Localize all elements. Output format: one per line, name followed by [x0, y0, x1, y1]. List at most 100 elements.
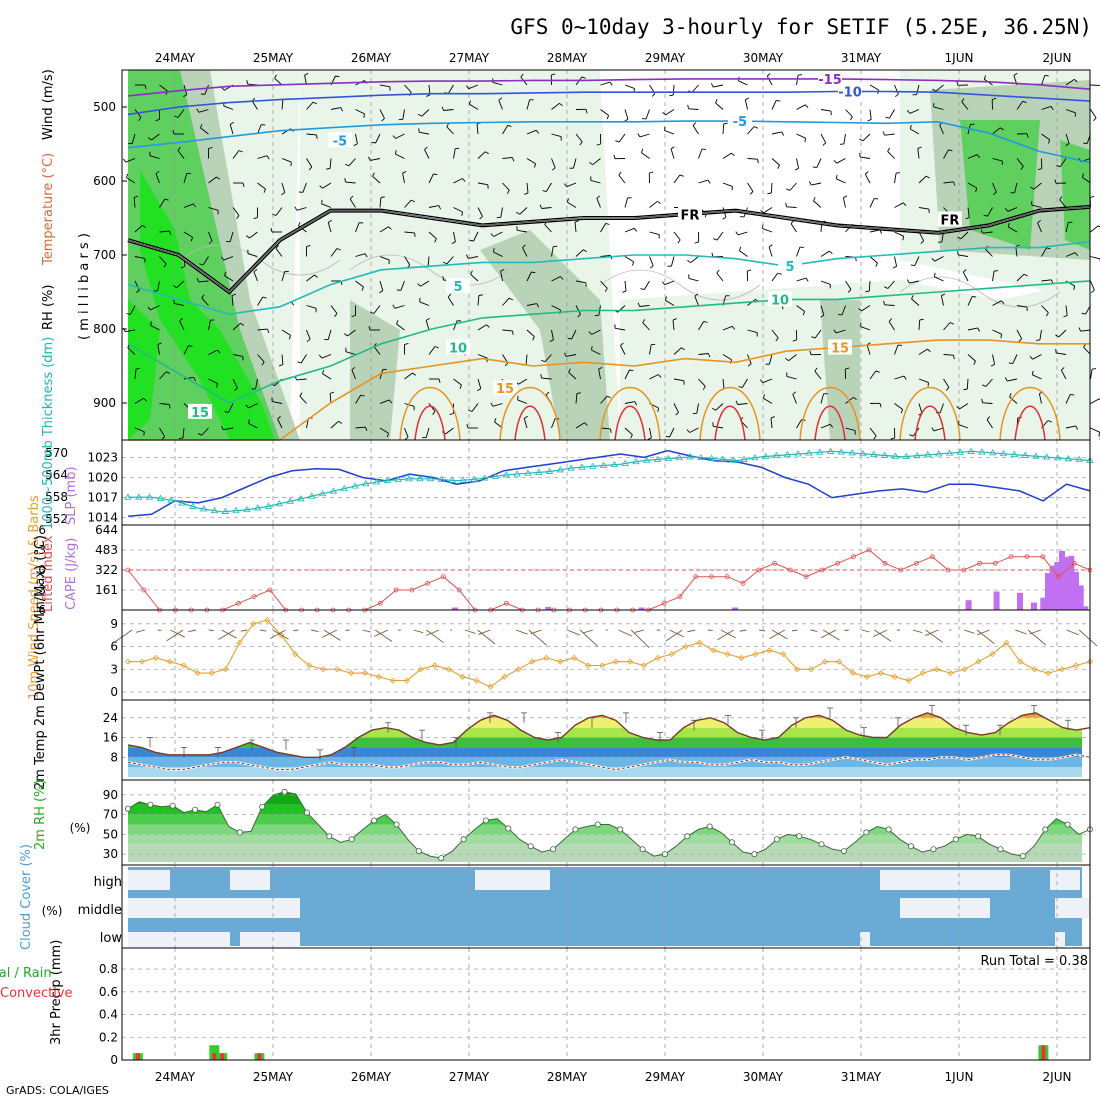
wind-barb-flag — [367, 156, 371, 161]
wind-barb-flag — [902, 236, 905, 241]
wind-barb-flag — [669, 94, 674, 97]
wind-barb-flag — [941, 293, 946, 297]
rh-marker — [192, 806, 199, 813]
wind-barb — [223, 256, 234, 261]
wind-barb — [321, 354, 332, 359]
wind-barb — [229, 231, 234, 242]
wind-barb-flag — [380, 196, 385, 198]
panel-10m-wind: 0 3 6 9 — [110, 609, 1098, 701]
wind-barb-flag — [633, 228, 638, 232]
wind-barb — [453, 320, 458, 331]
wind-barb — [183, 231, 193, 238]
wind-barb — [665, 109, 675, 116]
wind-barb — [836, 158, 846, 164]
wind-barb-flag — [379, 290, 384, 294]
wind-barb — [1016, 101, 1024, 110]
wind-barb — [526, 158, 536, 165]
surface-wind-barb — [259, 629, 267, 632]
wind-barb — [281, 271, 286, 282]
thickness-marker — [740, 455, 748, 462]
wind-barb — [958, 254, 969, 257]
wind-barb-flag — [583, 249, 587, 253]
wind-barb-flag — [1000, 334, 1003, 339]
ylabel-thickness: 1000~500mb Thickness (dm) — [41, 337, 56, 530]
wind-barb — [575, 280, 586, 284]
temperature-contour — [614, 405, 646, 441]
wind-barb-flag — [613, 154, 616, 159]
wind-barb — [624, 256, 634, 263]
temperature-contour — [914, 405, 946, 441]
surface-wind-barb — [791, 629, 798, 632]
wind-barb-flag — [647, 437, 652, 441]
wind-barb — [673, 231, 681, 241]
wind-barb — [255, 378, 258, 389]
rh-shading — [1060, 140, 1090, 250]
wind-barb-flag — [177, 147, 181, 151]
wind-barb — [355, 280, 364, 288]
wind-barb — [771, 272, 779, 282]
cloud-clear — [900, 898, 990, 918]
rh-band — [128, 824, 1082, 835]
bottom-date-label: 25MAY — [253, 1070, 294, 1084]
wind-barb-flag — [785, 202, 787, 207]
rh-band — [128, 834, 1082, 845]
wind-speed-marker — [459, 673, 466, 680]
surface-wind-barb — [293, 629, 299, 632]
temperature-contour — [699, 386, 761, 441]
wind-barb-flag — [692, 122, 697, 126]
li-marker — [377, 600, 383, 606]
wind-barb-flag — [640, 288, 645, 291]
temperature-contour — [499, 386, 561, 441]
wind-barb — [345, 181, 356, 184]
precip-conv-bar — [212, 1053, 217, 1060]
wind-barb — [698, 148, 703, 159]
wind-speed-marker — [710, 647, 717, 654]
wind-barb-flag — [351, 315, 356, 318]
wind-barb-flag — [581, 76, 586, 79]
contour-label-bg — [446, 339, 470, 355]
wind-barb — [231, 295, 234, 306]
wind-barb-flag — [738, 386, 743, 389]
wind-barb-flag — [749, 191, 754, 195]
wind-barb-flag — [649, 265, 654, 269]
wind-barb-flag — [884, 286, 889, 289]
wind-barb — [620, 345, 626, 355]
thickness-marker — [762, 452, 770, 459]
wind-barb-flag — [596, 195, 601, 199]
temp-band — [128, 727, 1082, 738]
rh-marker — [125, 805, 132, 812]
wind-barb — [404, 256, 411, 266]
contour-label: 15 — [831, 342, 849, 357]
wind-barb-flag — [757, 159, 759, 164]
temp-tick-label: 16 — [103, 731, 118, 745]
thickness-marker — [340, 484, 348, 492]
surface-wind-barb — [240, 629, 248, 632]
wind-barb-flag — [812, 166, 817, 169]
wind-barb — [355, 133, 358, 144]
wind-barb-flag — [442, 276, 444, 281]
temp-band — [128, 737, 1082, 748]
wind-barb — [551, 102, 560, 110]
thickness-marker — [978, 448, 986, 455]
wind-barb — [248, 403, 258, 409]
wind-barb — [688, 108, 699, 110]
wind-barb-flag — [577, 314, 581, 318]
wind-barb-flag — [591, 346, 593, 351]
thickness-marker — [254, 504, 262, 511]
thickness-marker — [1053, 454, 1062, 461]
wind-barb-flag — [504, 362, 509, 367]
wind-barb — [551, 276, 561, 282]
wind-barb — [770, 418, 773, 429]
wind-barb — [624, 227, 635, 233]
wind-barb-flag — [642, 319, 646, 323]
wind-barb-flag — [1000, 127, 1004, 131]
surface-wind-barb — [769, 629, 786, 640]
wind-barb-flag — [802, 311, 806, 316]
wind-speed-marker — [194, 669, 201, 677]
wind-barb-flag — [240, 322, 245, 326]
bottom-date-label: 29MAY — [645, 1070, 686, 1084]
wind-barb — [1007, 378, 1018, 382]
wind-speed-marker — [863, 673, 870, 680]
wind-barb — [869, 427, 877, 437]
wind-barb — [131, 133, 136, 144]
